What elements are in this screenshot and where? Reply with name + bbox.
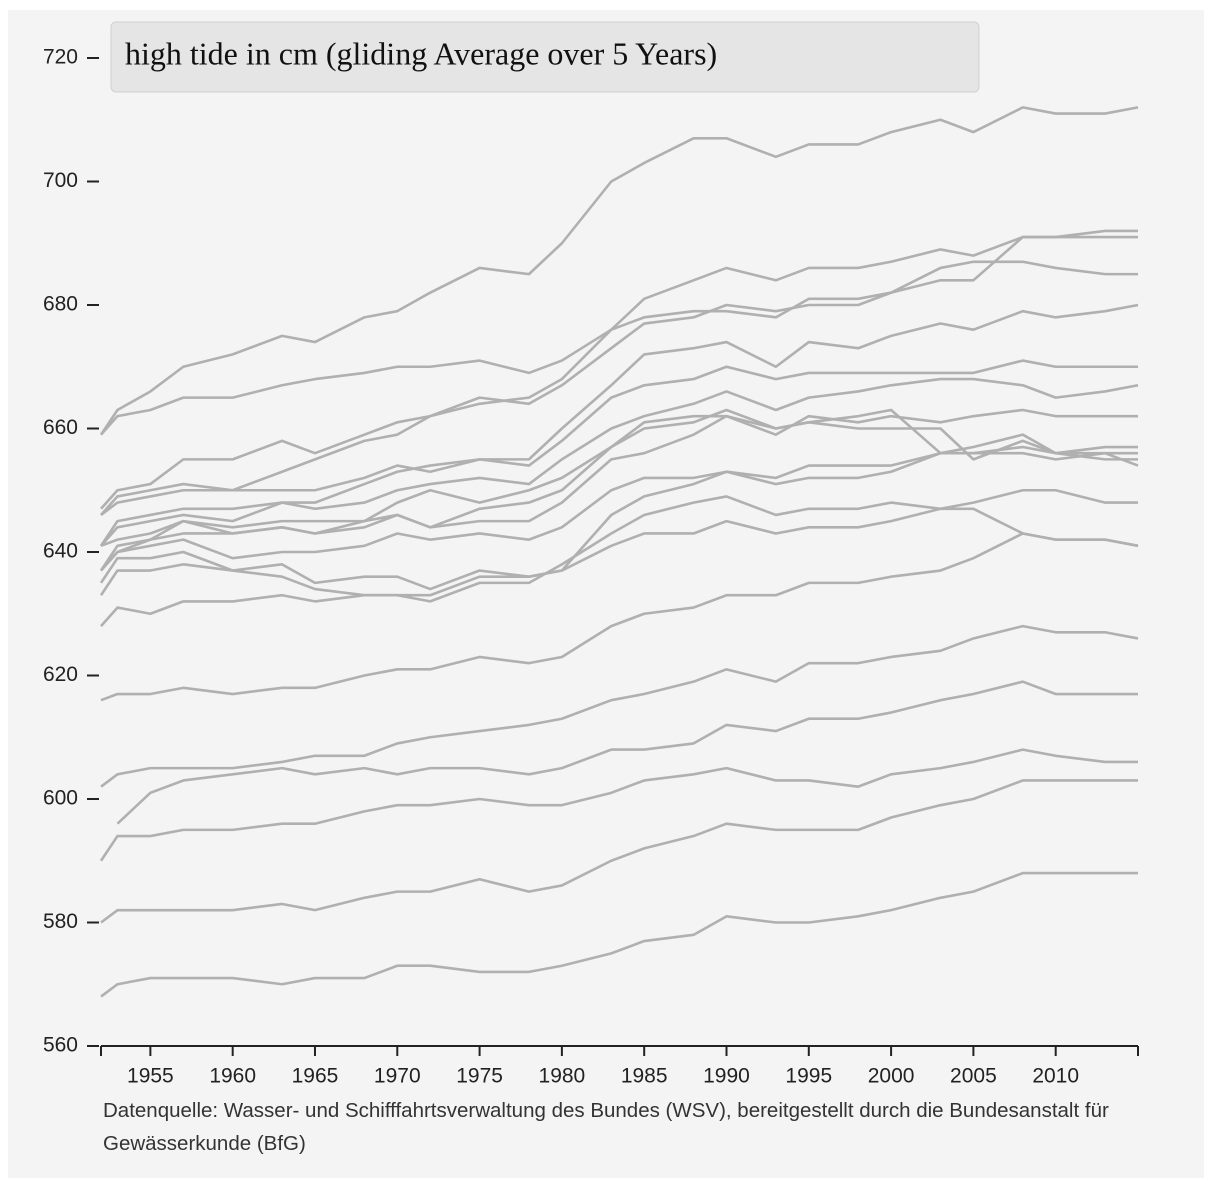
y-tick-label: 620	[43, 663, 78, 686]
x-tick-label: 1990	[703, 1065, 750, 1088]
x-tick-label: 2000	[868, 1065, 915, 1088]
y-tick-label: 560	[43, 1034, 78, 1057]
x-tick-label: 1965	[292, 1065, 339, 1088]
series-line	[100, 303, 1139, 516]
x-tick-label: 2005	[950, 1065, 997, 1088]
series-line	[100, 377, 1139, 547]
x-tick-label: 1955	[127, 1065, 174, 1088]
series-line	[99, 359, 1138, 547]
x-tick-label: 1980	[539, 1065, 586, 1088]
chart-title: high tide in cm (gliding Average over 5 …	[125, 35, 717, 71]
plot-background	[8, 10, 1204, 1178]
series-line	[100, 507, 1139, 627]
x-tick-label: 1960	[209, 1065, 256, 1088]
series-line	[100, 408, 1138, 548]
title-box	[110, 21, 980, 93]
series-line	[100, 871, 1138, 998]
y-tick-label: 680	[43, 293, 78, 316]
series-line	[99, 748, 1138, 862]
series-line	[100, 235, 1138, 510]
x-tick-label: 1985	[621, 1065, 668, 1088]
x-tick-label: 1995	[785, 1065, 832, 1088]
y-tick-label: 600	[43, 787, 78, 810]
y-tick-label: 660	[43, 416, 78, 439]
y-tick-label: 640	[43, 540, 78, 563]
y-tick-label: 700	[43, 169, 78, 192]
series-line	[100, 260, 1138, 516]
series-line	[100, 532, 1139, 702]
y-tick-label: 720	[43, 46, 78, 69]
series-line	[99, 106, 1139, 436]
series-line	[116, 680, 1138, 825]
series-line	[100, 624, 1139, 788]
series-line	[100, 779, 1138, 924]
series-line	[100, 451, 1139, 572]
series-line	[99, 488, 1138, 603]
x-tick-label: 1975	[456, 1065, 503, 1088]
source-note: Datenquelle: Wasser- und Schifffahrtsver…	[103, 1099, 1109, 1155]
x-tick-label: 2010	[1032, 1065, 1079, 1088]
x-tick-label: 1970	[374, 1065, 421, 1088]
y-tick-label: 580	[43, 910, 78, 933]
